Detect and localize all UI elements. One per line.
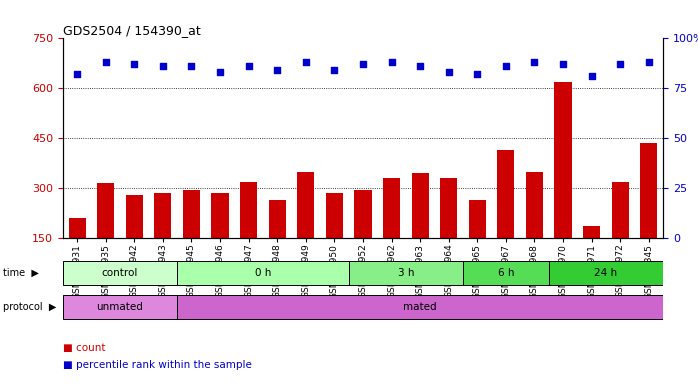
Bar xyxy=(526,172,543,288)
Bar xyxy=(611,182,629,288)
Text: GDS2504 / 154390_at: GDS2504 / 154390_at xyxy=(63,24,200,37)
Bar xyxy=(326,193,343,288)
Text: time  ▶: time ▶ xyxy=(3,268,39,278)
Bar xyxy=(154,193,172,288)
FancyBboxPatch shape xyxy=(549,260,663,285)
Point xyxy=(415,63,426,70)
Text: control: control xyxy=(102,268,138,278)
FancyBboxPatch shape xyxy=(63,260,177,285)
Bar xyxy=(269,200,285,288)
FancyBboxPatch shape xyxy=(63,295,177,319)
Point xyxy=(214,69,225,75)
Point xyxy=(329,67,340,73)
FancyBboxPatch shape xyxy=(177,295,663,319)
Bar xyxy=(126,195,143,288)
Point xyxy=(386,59,397,65)
Bar xyxy=(240,182,257,288)
Point xyxy=(500,63,512,70)
Text: 3 h: 3 h xyxy=(398,268,414,278)
Point xyxy=(157,63,168,70)
Text: ■ percentile rank within the sample: ■ percentile rank within the sample xyxy=(63,360,252,370)
Text: ■ count: ■ count xyxy=(63,343,105,353)
Text: protocol  ▶: protocol ▶ xyxy=(3,302,57,312)
Point xyxy=(128,61,140,68)
Bar xyxy=(640,143,658,288)
Point xyxy=(357,61,369,68)
Bar xyxy=(355,190,371,288)
Point xyxy=(644,59,655,65)
Bar xyxy=(211,193,229,288)
Point xyxy=(615,61,626,68)
Text: 6 h: 6 h xyxy=(498,268,514,278)
Text: 0 h: 0 h xyxy=(255,268,271,278)
Bar xyxy=(183,190,200,288)
Bar xyxy=(383,178,400,288)
Bar xyxy=(583,227,600,288)
Text: 24 h: 24 h xyxy=(595,268,618,278)
Bar xyxy=(412,173,429,288)
Text: unmated: unmated xyxy=(96,302,143,312)
Bar xyxy=(297,172,314,288)
Bar xyxy=(469,200,486,288)
Point xyxy=(586,73,597,79)
Point xyxy=(243,63,254,70)
Point xyxy=(272,67,283,73)
Bar xyxy=(68,218,86,288)
Point xyxy=(472,71,483,78)
Bar xyxy=(440,178,457,288)
Point xyxy=(186,63,197,70)
Bar xyxy=(97,183,114,288)
Bar xyxy=(497,150,514,288)
Bar xyxy=(554,82,572,288)
FancyBboxPatch shape xyxy=(349,260,463,285)
Point xyxy=(71,71,82,78)
Text: mated: mated xyxy=(403,302,437,312)
Point xyxy=(443,69,454,75)
Point xyxy=(558,61,569,68)
Point xyxy=(100,59,111,65)
Point xyxy=(529,59,540,65)
FancyBboxPatch shape xyxy=(177,260,349,285)
Point xyxy=(300,59,311,65)
FancyBboxPatch shape xyxy=(463,260,549,285)
